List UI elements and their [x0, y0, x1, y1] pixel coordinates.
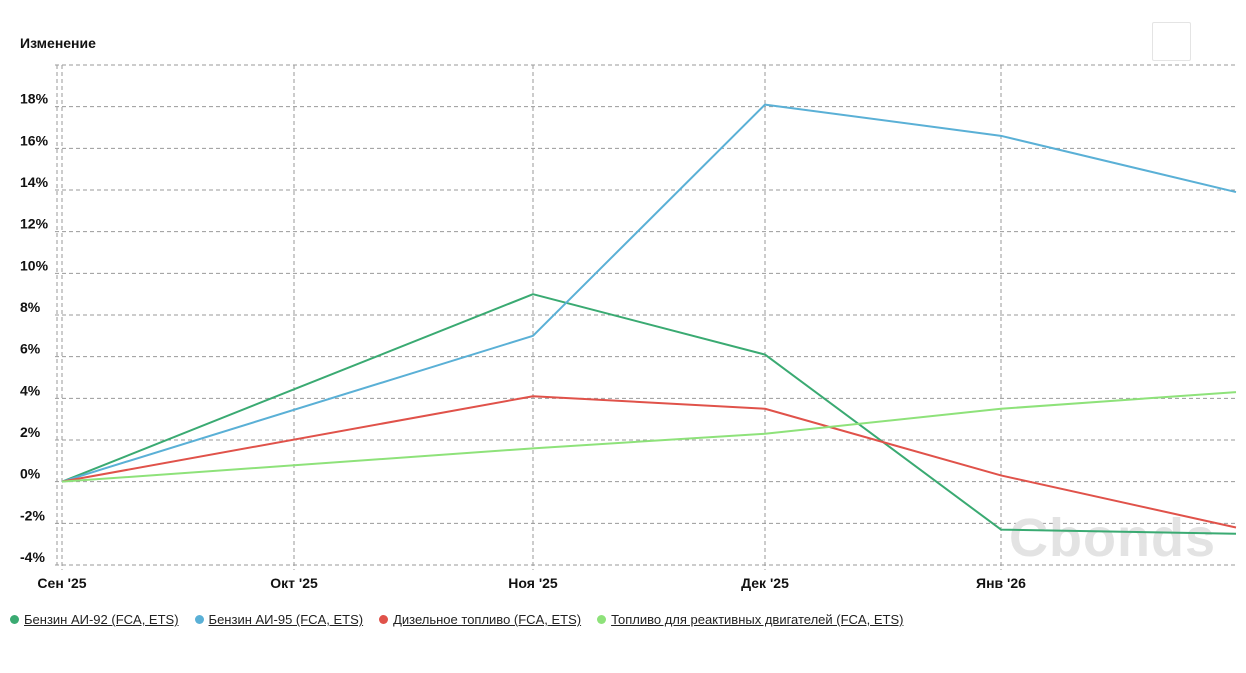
legend-item-4[interactable]: Топливо для реактивных двигателей (FCA, … [597, 612, 903, 627]
y-tick-label: 10% [20, 257, 49, 273]
y-tick-label: 14% [20, 174, 49, 190]
y-tick-label: 0% [20, 466, 41, 482]
legend-label: Дизельное топливо (FCA, ETS) [393, 612, 582, 627]
y-tick-label: 16% [20, 132, 49, 148]
legend-item-2[interactable]: Бензин АИ-95 (FCA, ETS) [194, 612, 364, 627]
x-tick-label: Сен '25 [37, 575, 86, 591]
y-tick-label: 18% [20, 91, 49, 107]
legend-item-3[interactable]: Дизельное топливо (FCA, ETS) [379, 612, 581, 627]
legend-marker [379, 615, 389, 624]
line-chart: Изменение Cbonds -4% -2% 0% 2% 4% 6% 8% 10% 12% 1… [20, 35, 1237, 591]
y-tick-label: -4% [20, 549, 45, 565]
y-tick-label: 8% [20, 299, 41, 315]
tick-labels: -4% -2% 0% 2% 4% 6% 8% 10% 12% 14% 16% 18% Сен '25 Ок… [20, 91, 1026, 591]
legend-label: Бензин АИ-95 (FCA, ETS) [208, 612, 364, 627]
y-tick-label: -2% [20, 507, 45, 523]
series-line-2[interactable] [61, 103, 1237, 483]
y-tick-label: 12% [20, 216, 49, 232]
legend-item-1[interactable]: Бензин АИ-92 (FCA, ETS) [10, 612, 179, 627]
legend: Бензин АИ-92 (FCA, ETS) Бензин АИ-95 (FCA… [10, 612, 903, 627]
legend-marker [10, 615, 19, 624]
y-axis-title: Изменение [20, 35, 96, 51]
x-tick-label: Окт '25 [270, 575, 318, 591]
y-tick-label: 2% [20, 424, 41, 440]
series-line-1[interactable] [61, 293, 1237, 535]
x-tick-label: Ноя '25 [508, 575, 558, 591]
legend-marker [194, 615, 204, 624]
export-menu-button[interactable] [1152, 22, 1191, 61]
legend-marker [597, 615, 607, 624]
legend-label: Бензин АИ-92 (FCA, ETS) [24, 612, 179, 627]
series-line-4[interactable] [61, 391, 1237, 483]
y-tick-label: 6% [20, 341, 41, 357]
x-tick-label: Дек '25 [741, 575, 789, 591]
series-layer [61, 103, 1237, 535]
watermark: Cbonds [1009, 508, 1216, 568]
y-tick-label: 4% [20, 382, 41, 398]
series-line-3[interactable] [61, 395, 1237, 529]
grid [55, 64, 1236, 570]
x-tick-label: Янв '26 [976, 575, 1026, 591]
legend-label: Топливо для реактивных двигателей (FCA, … [611, 612, 904, 627]
